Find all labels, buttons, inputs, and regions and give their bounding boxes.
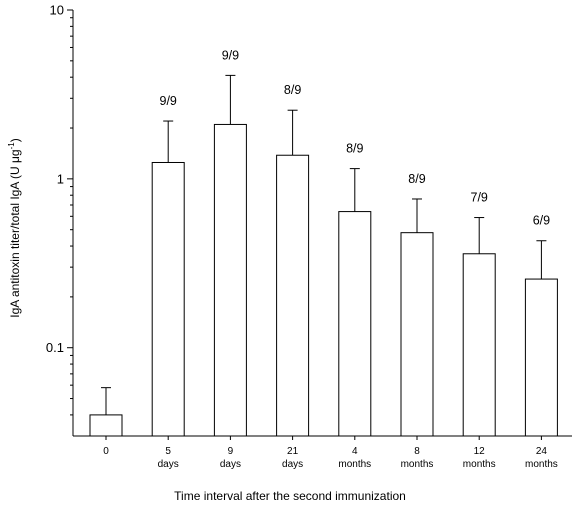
y-tick-label: 10 <box>50 3 64 18</box>
x-tick-label: 12 <box>474 446 486 457</box>
x-tick-label: 8 <box>414 446 420 457</box>
x-tick-sublabel: days <box>282 459 303 470</box>
bar <box>338 211 372 437</box>
x-tick-sublabel: days <box>220 459 241 470</box>
y-axis-title-suffix: ) <box>8 138 22 142</box>
bar <box>276 154 310 437</box>
x-tick-label: 5 <box>165 446 171 457</box>
y-axis-title-superscript: -1 <box>7 142 16 150</box>
x-tick-sublabel: days <box>158 459 179 470</box>
data-label: 9/9 <box>160 94 177 108</box>
y-tick-label: 1 <box>57 171 64 186</box>
data-label: 8/9 <box>346 142 363 156</box>
bar-series: 9/9 9/9 8/9 8/9 8/9 7/9 6/9 <box>89 48 558 437</box>
x-axis: 0 5 days 9 days 21 days 4 months 8 months 12 months 2… <box>73 435 572 470</box>
bar <box>89 414 123 437</box>
bar <box>524 278 558 437</box>
bar <box>462 253 496 437</box>
data-label: 8/9 <box>408 172 425 186</box>
y-axis-title: IgA antitoxin titer/total IgA (U μg-1) <box>7 138 22 317</box>
x-tick-sublabel: months <box>463 459 496 470</box>
x-axis-ticks: 0 5 days 9 days 21 days 4 months 8 months 12 months 2… <box>103 436 558 470</box>
bar <box>213 123 247 437</box>
y-axis-title-main: IgA antitoxin titer/total IgA (U μg <box>8 149 22 317</box>
bar <box>151 161 185 437</box>
bar <box>400 232 434 437</box>
x-tick-label: 0 <box>103 446 109 457</box>
x-tick-label: 24 <box>536 446 548 457</box>
y-tick-label: 0.1 <box>46 340 64 355</box>
data-label: 9/9 <box>222 48 239 62</box>
y-axis: 0.1 1 10 <box>46 3 74 436</box>
x-tick-label: 4 <box>352 446 358 457</box>
x-tick-label: 21 <box>287 446 299 457</box>
x-tick-label: 9 <box>228 446 234 457</box>
x-axis-title: Time interval after the second immunizat… <box>174 489 406 503</box>
x-tick-sublabel: months <box>525 459 558 470</box>
data-label: 8/9 <box>284 83 301 97</box>
data-label: 7/9 <box>471 191 488 205</box>
x-tick-sublabel: months <box>338 459 371 470</box>
x-tick-sublabel: months <box>401 459 434 470</box>
y-axis-ticks: 0.1 1 10 <box>46 3 73 416</box>
data-label: 6/9 <box>533 214 550 228</box>
